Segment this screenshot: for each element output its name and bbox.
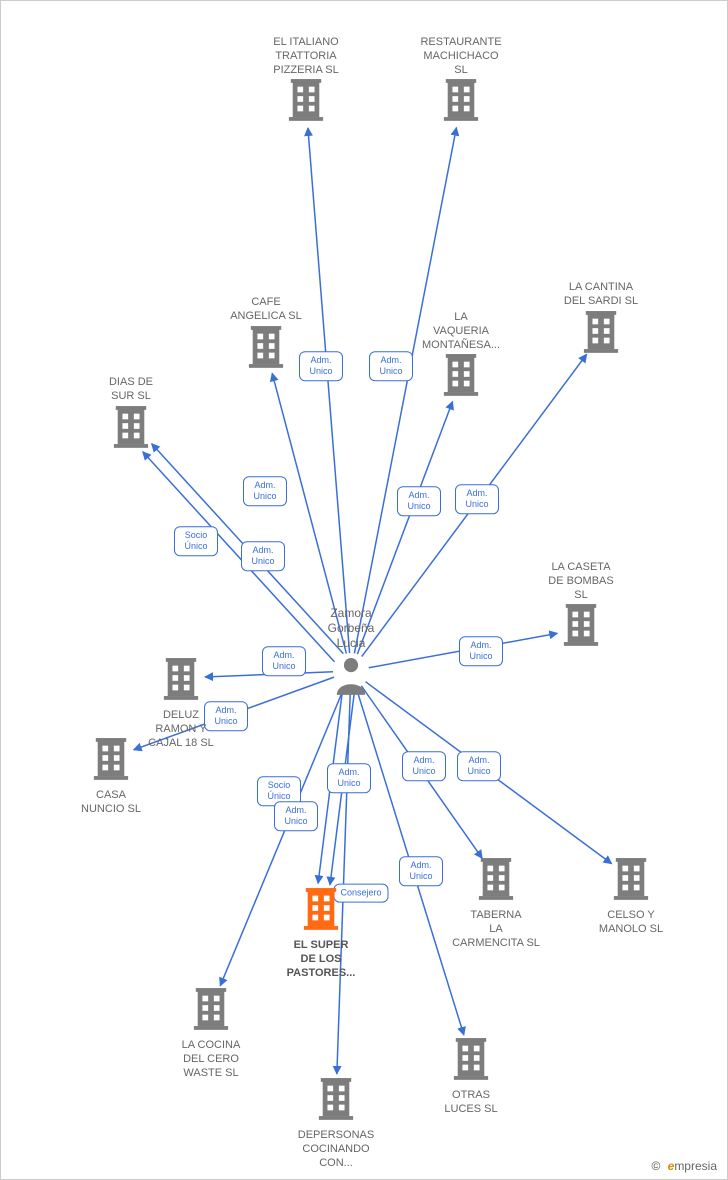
edge-role-label: Adm. Unico [274, 801, 318, 831]
company-node-caseta[interactable]: LA CASETA DE BOMBAS SL [526, 561, 636, 655]
company-node-machichaco[interactable]: RESTAURANTE MACHICHACO SL [406, 36, 516, 130]
building-icon [302, 886, 340, 935]
company-node-cafe[interactable]: CAFE ANGELICA SL [211, 296, 321, 377]
company-label: DEPERSONAS COCINANDO CON... [281, 1129, 391, 1170]
company-label: CELSO Y MANOLO SL [576, 909, 686, 937]
edge-role-label: Adm. Unico [397, 486, 441, 516]
edge-role-label: Adm. Unico [455, 484, 499, 514]
building-icon [452, 1036, 490, 1085]
edge-role-label: Adm. Unico [241, 541, 285, 571]
edge-role-label: Adm. Unico [399, 856, 443, 886]
edge-role-label: Adm. Unico [457, 751, 501, 781]
company-label: TABERNA LA CARMENCITA SL [441, 909, 551, 950]
building-icon [442, 352, 480, 401]
building-icon [477, 856, 515, 905]
person-icon [301, 655, 401, 700]
edge-role-label: Adm. Unico [402, 751, 446, 781]
company-label: LA CASETA DE BOMBAS SL [526, 561, 636, 602]
company-node-depersonas[interactable]: DEPERSONAS COCINANDO CON... [281, 1076, 391, 1170]
footer-attribution: © empresia [651, 1159, 717, 1173]
company-label: OTRAS LUCES SL [416, 1089, 526, 1117]
edge-line [337, 689, 351, 1074]
company-label: DIAS DE SUR SL [76, 376, 186, 404]
company-node-cocina[interactable]: LA COCINA DEL CERO WASTE SL [156, 986, 266, 1080]
company-node-casa[interactable]: CASA NUNCIO SL [56, 736, 166, 817]
brand-rest: mpresia [674, 1159, 717, 1173]
building-icon [612, 856, 650, 905]
company-node-italiano[interactable]: EL ITALIANO TRATTORIA PIZZERIA SL [251, 36, 361, 130]
company-label: CASA NUNCIO SL [56, 789, 166, 817]
building-icon [112, 404, 150, 453]
center-person-node[interactable]: Zamora Gorbeña Lucia [301, 606, 401, 700]
building-icon [562, 602, 600, 651]
building-icon [92, 736, 130, 785]
company-label: LA VAQUERIA MONTAÑESA... [406, 311, 516, 352]
building-icon [162, 656, 200, 705]
diagram-canvas: Adm. Unico Adm. Unico Adm. Unico Adm. Unico… [0, 0, 728, 1180]
building-icon [582, 309, 620, 358]
copyright-symbol: © [651, 1159, 660, 1173]
company-label: LA COCINA DEL CERO WASTE SL [156, 1039, 266, 1080]
building-icon [442, 77, 480, 126]
company-node-super[interactable]: EL SUPER DE LOS PASTORES... [266, 886, 376, 980]
company-node-celso[interactable]: CELSO Y MANOLO SL [576, 856, 686, 937]
company-node-cantina[interactable]: LA CANTINA DEL SARDI SL [546, 281, 656, 362]
company-node-otras[interactable]: OTRAS LUCES SL [416, 1036, 526, 1117]
building-icon [317, 1076, 355, 1125]
edge-role-label: Adm. Unico [262, 646, 306, 676]
building-icon [192, 986, 230, 1035]
company-label: EL SUPER DE LOS PASTORES... [266, 939, 376, 980]
company-node-dias[interactable]: DIAS DE SUR SL [76, 376, 186, 457]
company-label: EL ITALIANO TRATTORIA PIZZERIA SL [251, 36, 361, 77]
company-node-vaqueria[interactable]: LA VAQUERIA MONTAÑESA... [406, 311, 516, 405]
edge-role-label: Socio Único [174, 526, 218, 556]
edge-line [308, 128, 350, 653]
edge-role-label: Adm. Unico [327, 763, 371, 793]
edge-role-label: Adm. Unico [459, 636, 503, 666]
company-label: LA CANTINA DEL SARDI SL [546, 281, 656, 309]
center-label: Zamora Gorbeña Lucia [301, 606, 401, 651]
building-icon [287, 77, 325, 126]
company-node-taberna[interactable]: TABERNA LA CARMENCITA SL [441, 856, 551, 950]
company-label: CAFE ANGELICA SL [211, 296, 321, 324]
building-icon [247, 324, 285, 373]
edge-role-label: Adm. Unico [243, 476, 287, 506]
company-label: RESTAURANTE MACHICHACO SL [406, 36, 516, 77]
